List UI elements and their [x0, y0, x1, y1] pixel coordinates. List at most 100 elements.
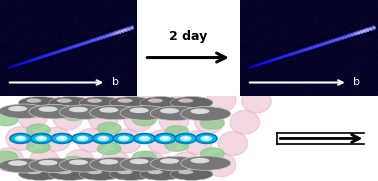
Ellipse shape [77, 128, 106, 152]
Ellipse shape [72, 134, 93, 143]
Text: b: b [112, 77, 119, 87]
Ellipse shape [175, 134, 196, 143]
Circle shape [118, 170, 133, 174]
Ellipse shape [165, 139, 189, 151]
Circle shape [19, 168, 61, 180]
Circle shape [57, 170, 72, 174]
Ellipse shape [41, 127, 71, 151]
Ellipse shape [195, 110, 224, 133]
Ellipse shape [180, 136, 192, 141]
Circle shape [19, 97, 61, 109]
Ellipse shape [65, 150, 94, 173]
Ellipse shape [15, 136, 26, 141]
Circle shape [181, 107, 231, 121]
Circle shape [69, 107, 88, 112]
Ellipse shape [112, 129, 141, 153]
Circle shape [150, 156, 200, 171]
Ellipse shape [97, 143, 121, 155]
Ellipse shape [62, 156, 85, 168]
Circle shape [140, 97, 183, 109]
Ellipse shape [147, 130, 177, 154]
Ellipse shape [136, 151, 165, 175]
Circle shape [191, 108, 209, 114]
Ellipse shape [88, 107, 118, 131]
Circle shape [29, 158, 79, 172]
Ellipse shape [100, 150, 130, 174]
Ellipse shape [124, 108, 153, 132]
Circle shape [26, 98, 42, 103]
Circle shape [0, 158, 49, 173]
Ellipse shape [163, 137, 168, 139]
Ellipse shape [97, 136, 109, 141]
Ellipse shape [18, 137, 23, 139]
Ellipse shape [113, 134, 135, 143]
Ellipse shape [10, 134, 31, 143]
Ellipse shape [29, 149, 59, 172]
Ellipse shape [18, 105, 47, 129]
Circle shape [0, 104, 49, 119]
Text: 2 day: 2 day [169, 30, 207, 43]
Circle shape [178, 98, 193, 103]
Circle shape [87, 170, 102, 174]
Ellipse shape [133, 114, 156, 126]
Circle shape [140, 168, 183, 180]
Circle shape [39, 106, 57, 112]
Circle shape [148, 98, 163, 103]
Ellipse shape [0, 114, 18, 126]
Circle shape [49, 97, 91, 109]
Ellipse shape [142, 137, 147, 139]
Ellipse shape [196, 134, 217, 143]
Ellipse shape [165, 126, 189, 138]
Ellipse shape [118, 136, 130, 141]
Circle shape [160, 158, 179, 164]
Ellipse shape [206, 88, 236, 112]
Circle shape [148, 170, 163, 174]
Ellipse shape [59, 137, 65, 139]
Circle shape [26, 170, 42, 174]
Ellipse shape [218, 132, 248, 155]
Ellipse shape [97, 122, 121, 134]
Ellipse shape [39, 137, 44, 139]
Circle shape [99, 107, 118, 113]
Ellipse shape [155, 134, 176, 143]
Circle shape [59, 158, 109, 172]
Ellipse shape [139, 136, 150, 141]
Ellipse shape [0, 151, 18, 163]
Ellipse shape [6, 127, 36, 150]
Circle shape [59, 105, 109, 119]
Circle shape [110, 168, 152, 180]
Ellipse shape [136, 87, 165, 110]
Circle shape [170, 97, 213, 109]
Circle shape [150, 106, 200, 121]
Circle shape [79, 168, 122, 180]
Circle shape [29, 104, 79, 119]
Circle shape [49, 168, 91, 180]
Ellipse shape [26, 141, 50, 153]
Circle shape [191, 158, 209, 163]
Ellipse shape [36, 136, 47, 141]
Ellipse shape [53, 106, 82, 130]
Circle shape [57, 98, 72, 103]
Circle shape [130, 108, 149, 113]
Circle shape [130, 159, 149, 164]
Ellipse shape [31, 134, 52, 143]
Ellipse shape [65, 85, 94, 109]
Ellipse shape [171, 87, 200, 111]
Ellipse shape [200, 148, 224, 160]
Ellipse shape [133, 151, 156, 163]
Ellipse shape [204, 137, 209, 139]
Ellipse shape [77, 136, 88, 141]
Circle shape [181, 156, 231, 170]
Ellipse shape [62, 109, 85, 121]
Ellipse shape [101, 137, 106, 139]
Ellipse shape [183, 137, 188, 139]
Circle shape [110, 97, 152, 109]
Ellipse shape [242, 89, 271, 113]
Circle shape [90, 105, 140, 120]
Circle shape [178, 170, 193, 174]
Circle shape [8, 106, 27, 111]
Circle shape [69, 159, 88, 165]
Circle shape [8, 160, 27, 166]
Circle shape [120, 106, 170, 120]
Ellipse shape [159, 109, 189, 132]
